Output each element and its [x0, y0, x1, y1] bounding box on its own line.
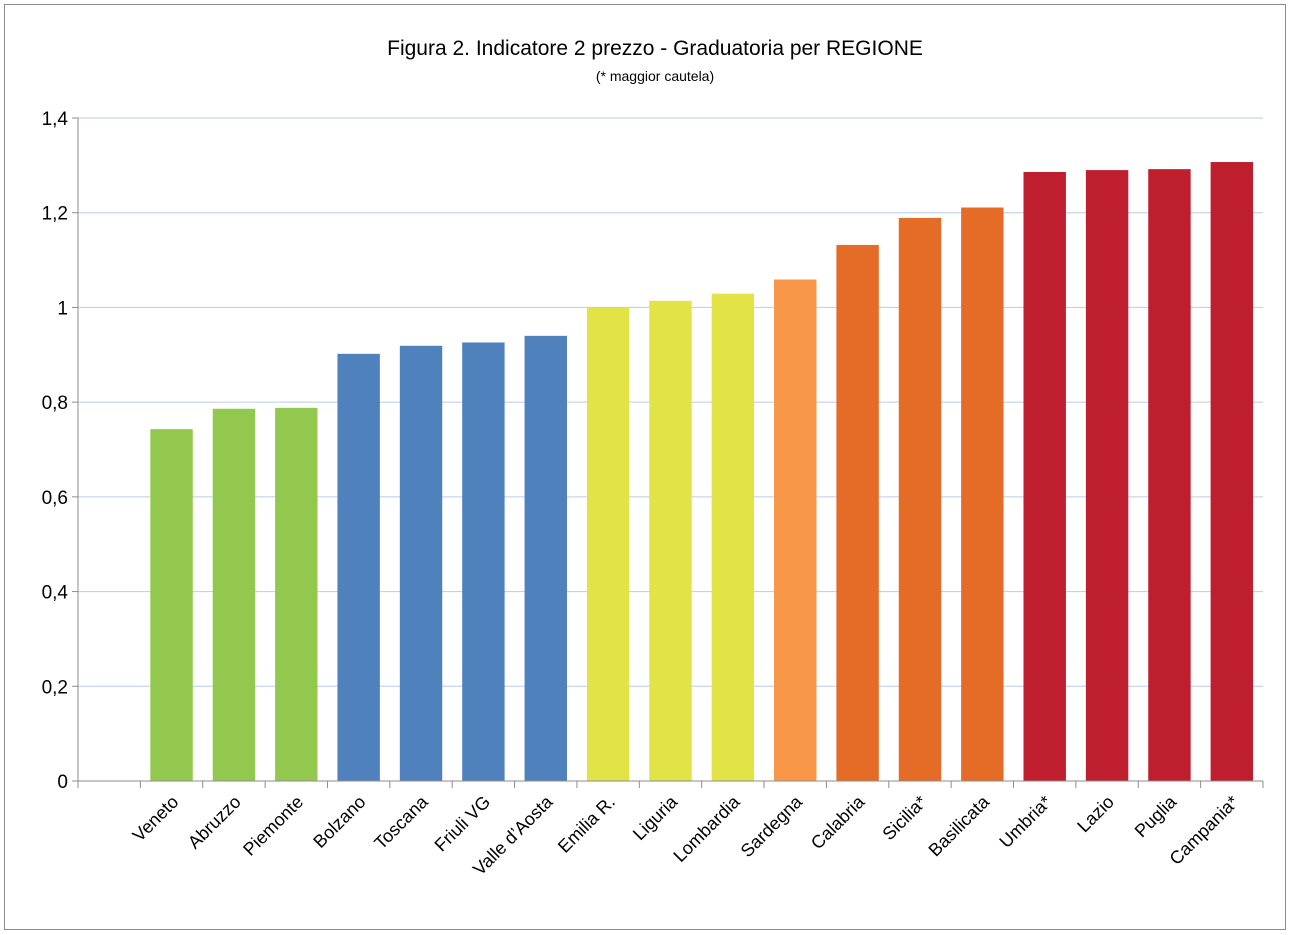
- y-tick-labels: 0 0,2 0,4 0,6 0,8 1 1,2 1,4: [42, 109, 69, 793]
- bar: [337, 353, 380, 781]
- chart-frame: Figura 2. Indicatore 2 prezzo - Graduato…: [4, 4, 1286, 930]
- bar: [586, 307, 630, 781]
- bar: [1023, 171, 1066, 782]
- y-tick-label: 0,8: [42, 393, 68, 414]
- y-tick-label: 0,6: [42, 488, 68, 509]
- bar: [1148, 169, 1191, 781]
- y-tick-label: 0,4: [42, 583, 69, 604]
- x-tick-label: Veneto: [129, 792, 183, 846]
- x-tick-label: Lombardia: [669, 791, 744, 866]
- bar: [774, 279, 817, 781]
- x-tick-label: Toscana: [370, 791, 432, 853]
- chart-title: Figura 2. Indicatore 2 prezzo - Graduato…: [387, 37, 923, 60]
- axes: [72, 117, 1264, 788]
- x-tick-label: Friuli VG: [431, 792, 495, 856]
- bar: [1210, 162, 1254, 782]
- bar: [836, 244, 879, 782]
- x-tick-label: Bolzano: [309, 792, 369, 852]
- y-tick-label: 0: [57, 772, 68, 793]
- bar: [711, 293, 755, 781]
- x-tick-label: Emilia R.: [554, 792, 619, 857]
- bar: [961, 207, 1004, 781]
- bar: [898, 217, 942, 781]
- bar: [524, 335, 567, 781]
- bar: [212, 408, 256, 781]
- bar-chart: Figura 2. Indicatore 2 prezzo - Graduato…: [42, 37, 1264, 879]
- x-tick-label: Basilicata: [925, 791, 994, 860]
- bar: [462, 342, 505, 781]
- bar: [399, 345, 443, 781]
- x-tick-label: Sicilia*: [878, 792, 930, 844]
- x-tick-label: Umbria*: [995, 792, 1055, 852]
- x-tick-label: Lazio: [1073, 792, 1118, 837]
- x-tick-label: Puglia: [1131, 791, 1181, 841]
- y-tick-label: 0,2: [42, 677, 68, 698]
- bars: [150, 162, 1254, 782]
- x-tick-label: Calabria: [807, 791, 869, 853]
- bar: [649, 300, 692, 781]
- bar: [150, 429, 193, 781]
- x-tick-label: Piemonte: [239, 792, 307, 860]
- y-tick-label: 1,4: [42, 109, 69, 130]
- chart-subtitle: (* maggior cautela): [596, 68, 714, 84]
- x-tick-label: Abruzzo: [184, 792, 245, 853]
- x-tick-label: Sardegna: [737, 791, 807, 861]
- x-tick-label: Liguria: [629, 791, 682, 844]
- y-tick-label: 1,2: [42, 204, 68, 225]
- y-tick-label: 1: [57, 298, 68, 319]
- bar: [275, 407, 318, 781]
- bar: [1085, 170, 1129, 782]
